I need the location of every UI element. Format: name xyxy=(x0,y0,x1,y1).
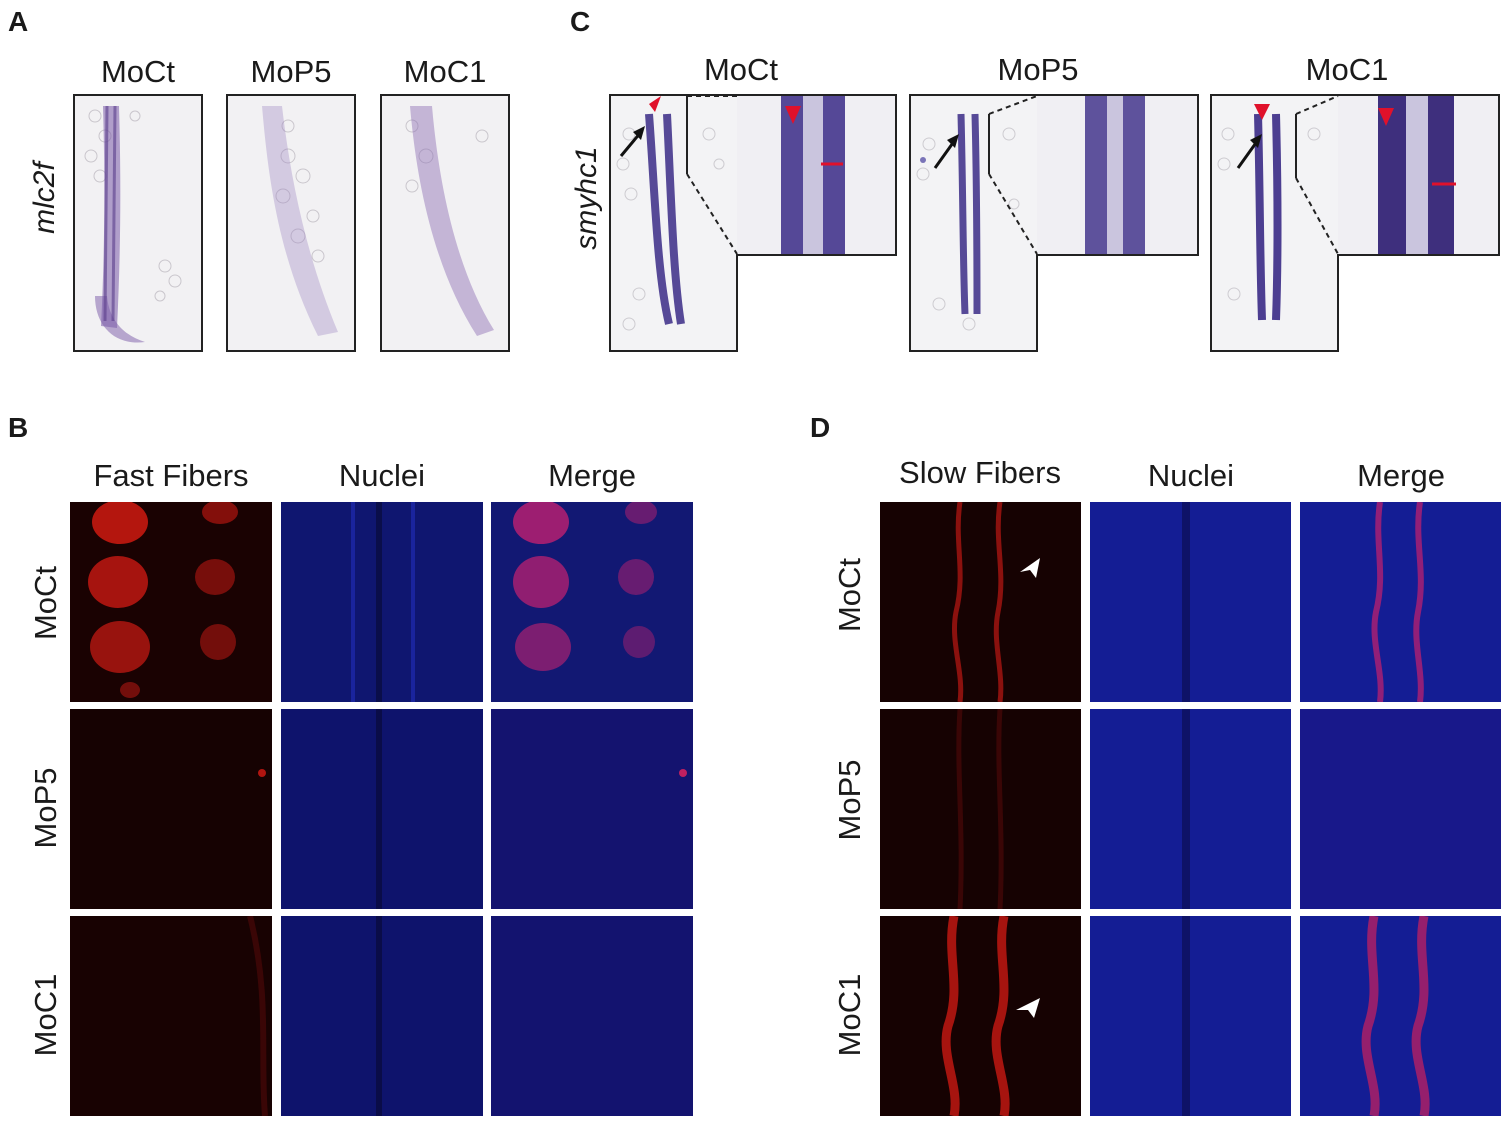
panel-d-col-label: Nuclei xyxy=(1147,458,1235,493)
panel-a-col-label: MoCt xyxy=(100,54,176,89)
panel-a-col-label: MoC1 xyxy=(403,54,487,89)
panel-letter-d: D xyxy=(810,412,831,443)
fluorescence-slow-fibers-moct xyxy=(880,502,1081,702)
panel-b-col-label: Fast Fibers xyxy=(93,458,249,493)
panel-d-col-label: Slow Fibers xyxy=(899,455,1061,490)
fluorescence-nuclei-mop5 xyxy=(281,709,483,909)
fluorescence-nuclei-moct xyxy=(281,502,483,702)
panel-letter-c: C xyxy=(570,6,591,37)
ish-image-smyhc1-mop5 xyxy=(909,94,1199,352)
fluorescence-nuclei-moc1-d xyxy=(1090,916,1291,1116)
panel-letter-b: B xyxy=(8,412,29,443)
panel-d-row-label: MoCt xyxy=(832,557,867,633)
ish-image-mlc2f-moc1 xyxy=(380,94,510,352)
panel-b-row-label: MoC1 xyxy=(28,973,63,1057)
panel-d-row-label: MoC1 xyxy=(832,973,867,1057)
panel-c-col-label: MoCt xyxy=(703,52,779,87)
white-arrowhead-icon xyxy=(1020,558,1040,578)
panel-d-row-label: MoP5 xyxy=(832,759,867,841)
fluorescence-slow-fibers-moc1 xyxy=(880,916,1081,1116)
fluorescence-nuclei-mop5-d xyxy=(1090,709,1291,909)
panel-c-col-label: MoC1 xyxy=(1305,52,1389,87)
panel-d-col-label: Merge xyxy=(1357,458,1445,493)
panel-c-gene-label: smyhc1 xyxy=(570,146,603,250)
panel-b-row-label: MoCt xyxy=(28,565,63,641)
fluorescence-nuclei-moct-d xyxy=(1090,502,1291,702)
panel-letter-a: A xyxy=(8,6,29,37)
fluorescence-merge-mop5 xyxy=(491,709,693,909)
fluorescence-nuclei-moc1 xyxy=(281,916,483,1116)
fluorescence-fast-fibers-moct xyxy=(70,502,272,702)
fluorescence-fast-fibers-mop5 xyxy=(70,709,272,909)
panel-c-col-label: MoP5 xyxy=(997,52,1079,87)
panel-b-col-label: Merge xyxy=(548,458,636,493)
panel-a-col-label: MoP5 xyxy=(250,54,332,89)
ish-image-mlc2f-mop5 xyxy=(226,94,356,352)
fluorescence-merge-mop5-d xyxy=(1300,709,1501,909)
fluorescence-merge-moct xyxy=(491,502,693,702)
white-arrowhead-icon xyxy=(1016,998,1040,1018)
fluorescence-fast-fibers-moc1 xyxy=(70,916,272,1116)
fluorescence-merge-moc1-d xyxy=(1300,916,1501,1116)
fluorescence-slow-fibers-mop5 xyxy=(880,709,1081,909)
fluorescence-merge-moc1 xyxy=(491,916,693,1116)
panel-b-col-label: Nuclei xyxy=(338,458,426,493)
ish-image-smyhc1-moct xyxy=(609,94,897,352)
panel-b-row-label: MoP5 xyxy=(28,767,63,849)
fluorescence-merge-moct-d xyxy=(1300,502,1501,702)
panel-a-gene-label: mlc2f xyxy=(28,162,61,234)
ish-image-smyhc1-moc1 xyxy=(1210,94,1500,352)
ish-image-mlc2f-moct xyxy=(73,94,203,352)
